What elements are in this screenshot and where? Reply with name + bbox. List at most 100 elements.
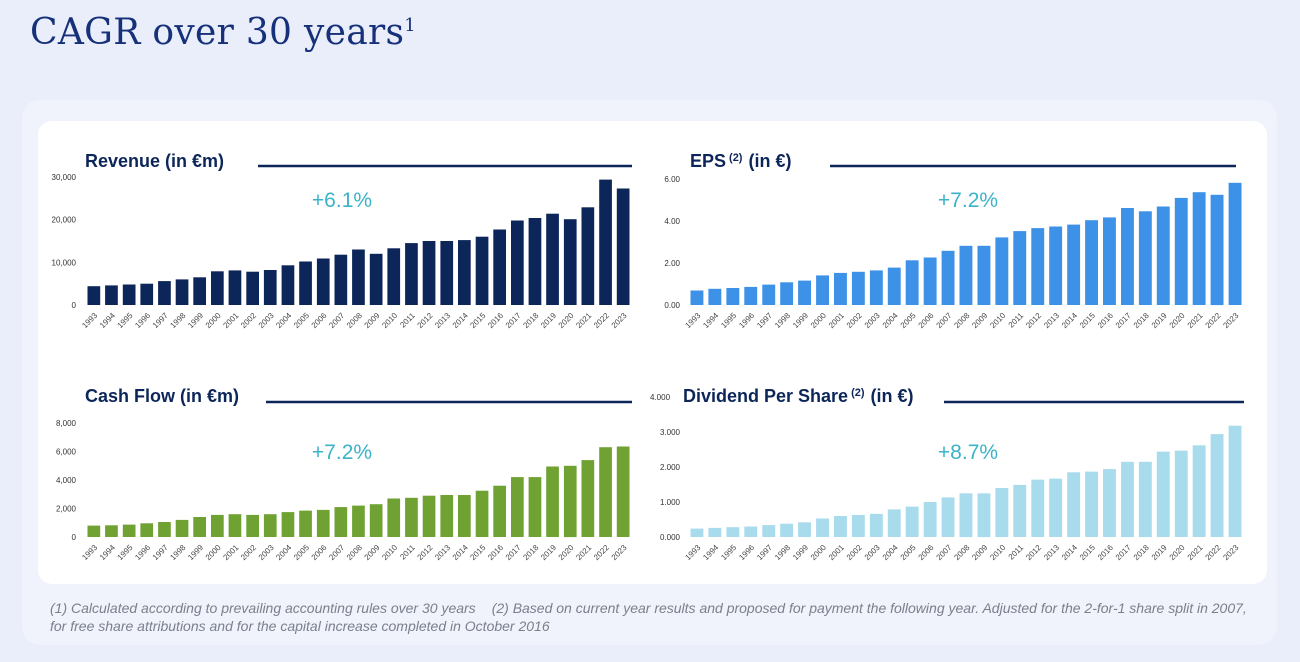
dividend-bar (1121, 461, 1134, 538)
cashflow-bar (299, 510, 312, 537)
cashflow-bar (158, 522, 171, 537)
cashflow-title-text: Cash Flow (in €m) (85, 386, 239, 406)
dividend-bar (941, 497, 955, 537)
dividend-bar (851, 515, 865, 537)
eps-category-label: 2015 (1078, 311, 1097, 330)
cashflow-bar (140, 523, 154, 537)
eps-ytick-label: 0.00 (664, 301, 680, 310)
eps-category-label: 2014 (1060, 311, 1079, 330)
dividend-category-label: 2001 (827, 543, 846, 562)
cashflow-category-label: 1996 (133, 543, 152, 562)
dividend-category-label: 2016 (1096, 543, 1115, 562)
cashflow-bar (493, 485, 506, 537)
eps-category-label: 2001 (827, 311, 846, 330)
revenue-bar (193, 277, 206, 305)
dividend-bar (690, 528, 704, 537)
revenue-category-label: 2022 (592, 311, 611, 330)
eps-category-label: 2000 (809, 311, 828, 330)
eps-category-label: 2022 (1204, 311, 1223, 330)
dividend-category-label: 2013 (1042, 543, 1061, 562)
eps-bar (1067, 224, 1081, 305)
dividend-bar (1031, 479, 1045, 537)
cashflow-category-label: 2005 (292, 543, 311, 562)
cashflow-category-label: 2008 (345, 543, 364, 562)
eps-category-label: 2007 (935, 311, 954, 330)
dividend-ytick-label: 4.000 (650, 393, 671, 402)
dividend-category-label: 2004 (881, 543, 900, 562)
cashflow-bar (263, 514, 277, 537)
dividend-bar (726, 527, 740, 537)
eps-bar (887, 267, 901, 305)
eps-bar (1210, 194, 1224, 306)
cashflow-category-label: 2016 (486, 543, 505, 562)
eps-category-label: 1994 (701, 311, 720, 330)
eps-category-label: 2020 (1168, 311, 1187, 330)
dividend-category-label: 1994 (701, 543, 720, 562)
eps-bar (1031, 228, 1045, 305)
eps-cagr-label: +7.2% (938, 189, 998, 212)
eps-ytick-label: 6.00 (664, 175, 680, 184)
dividend-bar (923, 502, 937, 537)
dividend-category-label: 2021 (1186, 543, 1205, 562)
footnotes: (1) Calculated according to prevailing a… (50, 599, 1260, 635)
dividend-category-label: 2023 (1221, 543, 1240, 562)
eps-category-label: 2011 (1007, 311, 1026, 330)
eps-category-label: 1997 (755, 311, 774, 330)
cashflow-bar (316, 509, 330, 537)
dividend-bar (1174, 450, 1188, 537)
eps-category-label: 2004 (881, 311, 900, 330)
dividend-ytick-label: 0.000 (660, 533, 681, 542)
revenue-bar (458, 240, 471, 305)
dividend-bar (1228, 425, 1242, 537)
dividend-category-label: 1998 (773, 543, 792, 562)
dividend-category-label: 2015 (1078, 543, 1097, 562)
revenue-bar (316, 258, 330, 305)
eps-bar (1103, 217, 1116, 305)
revenue-category-label: 2001 (221, 311, 240, 330)
eps-bar (959, 245, 973, 305)
revenue-category-label: 2023 (610, 311, 629, 330)
page-title: CAGR over 30 years1 (30, 12, 416, 53)
eps-bar (941, 250, 955, 305)
revenue-category-label: 2012 (416, 311, 435, 330)
revenue-bar (87, 286, 101, 305)
cashflow-ytick-label: 4,000 (56, 476, 77, 485)
eps-bar (1174, 197, 1188, 305)
revenue-bar (581, 207, 595, 305)
dividend-bar (816, 518, 829, 537)
cashflow-category-label: 1998 (168, 543, 187, 562)
cashflow-bar (528, 477, 542, 537)
footnote-1: (1) Calculated according to prevailing a… (50, 600, 476, 616)
cashflow-cagr-label: +7.2% (312, 441, 372, 464)
dividend-bar (905, 506, 919, 537)
dividend-category-label: 1995 (719, 543, 738, 562)
revenue-category-label: 2008 (345, 311, 364, 330)
dividend-bar (708, 527, 722, 537)
footnote-2: (2) Based on current year results and pr… (50, 600, 1247, 634)
dividend-category-label: 2009 (970, 543, 989, 562)
dividend-ytick-label: 3.000 (660, 428, 681, 437)
revenue-category-label: 2009 (363, 311, 382, 330)
cashflow-category-label: 2015 (468, 543, 487, 562)
eps-bar (869, 270, 883, 305)
dividend-bar (1067, 472, 1081, 538)
dividend-bar (1210, 434, 1224, 537)
revenue-category-label: 2002 (239, 311, 258, 330)
dividend-category-label: 2006 (917, 543, 936, 562)
dividend-category-label: 2005 (899, 543, 918, 562)
cashflow-bar (387, 498, 401, 537)
dividend-bar (977, 493, 991, 538)
cashflow-category-label: 2023 (610, 543, 629, 562)
eps-ytick-label: 2.00 (664, 259, 680, 268)
cashflow-bar (511, 477, 524, 537)
eps-bar (1013, 231, 1027, 305)
revenue-cagr-label: +6.1% (312, 189, 372, 212)
revenue-bar (546, 213, 559, 305)
cashflow-bar (211, 514, 224, 537)
dividend-bar (762, 525, 776, 537)
cashflow-bar (616, 446, 630, 537)
revenue-category-label: 2010 (380, 311, 399, 330)
revenue-bar (387, 248, 401, 305)
dividend-bar (995, 488, 1009, 537)
page-title-text: CAGR over 30 years (30, 12, 405, 53)
